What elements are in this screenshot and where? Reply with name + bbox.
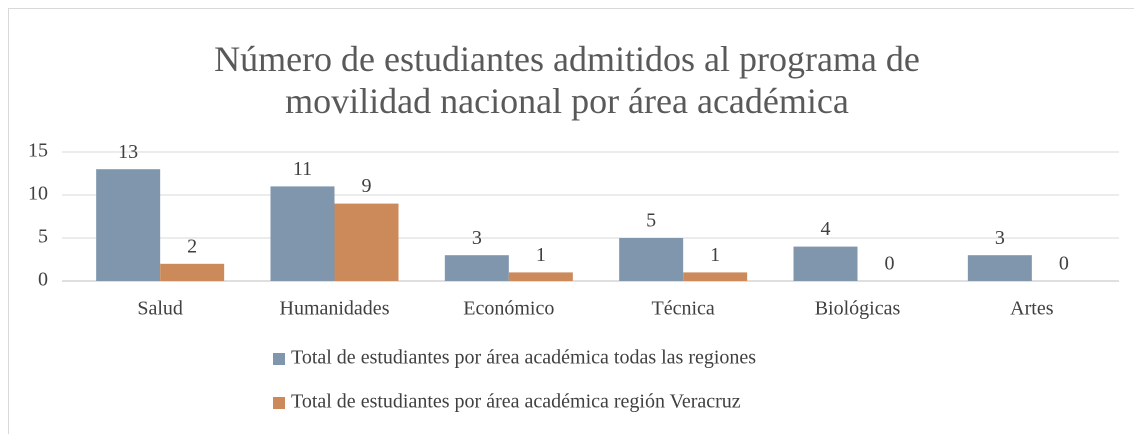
bar (508, 272, 573, 281)
legend-label: Total de estudiantes por área académica … (291, 347, 756, 369)
data-label: 3 (472, 227, 482, 249)
data-label: 9 (362, 175, 372, 197)
data-label: 0 (1059, 253, 1069, 275)
data-label: 3 (995, 227, 1005, 249)
data-label: 11 (293, 158, 312, 180)
data-label: 2 (187, 235, 197, 257)
bar (683, 272, 748, 281)
x-tick-label: Técnica (652, 298, 715, 320)
legend-label: Total de estudiantes por área académica … (291, 391, 741, 413)
x-tick-label: Salud (137, 298, 183, 320)
x-tick-label: Artes (1010, 298, 1054, 320)
bar (444, 255, 509, 281)
legend-marker (273, 353, 285, 365)
data-label: 0 (885, 253, 895, 275)
data-label: 4 (821, 218, 831, 240)
data-label: 1 (536, 244, 546, 266)
bar (334, 203, 399, 281)
chart-border (8, 8, 1134, 434)
y-tick-label: 0 (38, 269, 48, 291)
y-tick-label: 5 (38, 226, 48, 248)
y-tick-label: 15 (28, 140, 48, 162)
x-tick-label: Humanidades (280, 298, 390, 320)
bar (96, 169, 161, 281)
x-tick-label: Biológicas (815, 298, 901, 320)
bar (619, 238, 684, 281)
bar (967, 255, 1032, 281)
y-tick-label: 10 (28, 183, 48, 205)
bar (160, 263, 225, 281)
bar (793, 246, 858, 281)
data-label: 5 (646, 210, 656, 232)
legend-marker (273, 397, 285, 409)
x-tick-label: Económico (463, 298, 554, 320)
data-label: 1 (710, 244, 720, 266)
bar (270, 186, 335, 281)
chart-title: Número de estudiantes admitidos al progr… (214, 39, 920, 121)
data-label: 13 (118, 141, 138, 163)
